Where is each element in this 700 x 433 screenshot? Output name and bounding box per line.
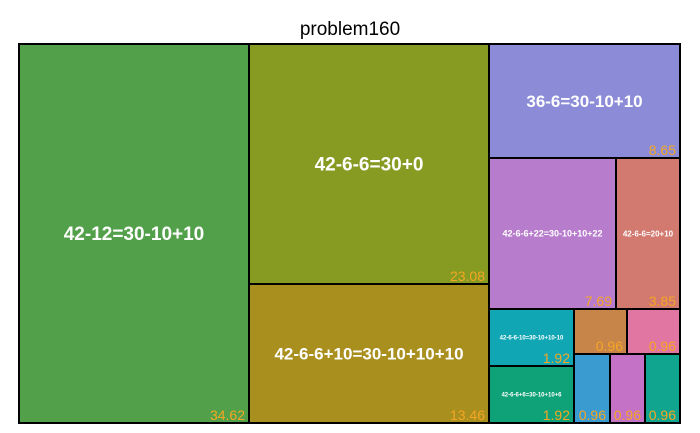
tile-rect [488,43,681,159]
treemap-tile: 0.96 [626,308,681,355]
treemap-tile: 0.96 [644,353,681,424]
tile-value: 13.46 [450,407,485,423]
tile-rect [615,157,681,310]
treemap-tiles: 42-12=30-10+1034.6242-6-6=30+023.0842-6-… [18,43,681,424]
tile-value: 1.92 [543,407,570,423]
tile-value: 1.92 [543,350,570,366]
treemap-tile: 36-6=30-10+10 8.65 [488,43,681,159]
tile-value: 0.96 [649,338,676,354]
tile-rect [626,308,681,355]
treemap-tile: 0.96 [573,308,628,355]
tile-value: 0.96 [579,407,606,423]
treemap-tile: 42-6-6=30+0 23.08 [248,43,490,285]
tile-label: 42-6-6=20+10 [623,229,674,238]
treemap-tile: 42-6-6+22=30-10+10+22 7.69 [488,157,617,310]
tile-rect [609,353,646,424]
tile-label: 42-12=30-10+10 [64,224,205,245]
plot-border [18,43,681,424]
tile-rect [248,283,490,424]
tile-label: 42-6-6-10=30-10+10-10 [500,336,564,342]
tile-value: 0.96 [596,338,623,354]
tile-value: 0.96 [614,407,641,423]
chart-title: problem160 [300,19,400,40]
tile-rect [248,43,490,285]
tile-label: 42-6-6+22=30-10+10+22 [502,229,602,239]
tile-label: 42-6-6+10=30-10+10+10 [274,344,463,363]
treemap-tile: 0.96 [609,353,646,424]
treemap-tile: 42-6-6-10=30-10+10-10 1.92 [488,308,575,367]
tile-label: 42-6-6=30+0 [315,155,424,176]
treemap-tile: 42-6-6=20+10 3.85 [615,157,681,310]
treemap-tile: 0.96 [573,353,611,424]
tile-value: 8.65 [649,142,676,158]
tile-rect [488,365,575,424]
treemap-tile: 42-6-6+10=30-10+10+10 13.46 [248,283,490,424]
tile-value: 0.96 [649,407,676,423]
tile-value: 3.85 [649,293,676,309]
tile-label: 42-6-6+6=30-10+10+6 [501,393,562,399]
tile-value: 23.08 [450,268,485,284]
tile-value: 7.69 [585,293,612,309]
tile-label: 36-6=30-10+10 [526,92,642,111]
treemap-tile: 42-6-6+6=30-10+10+6 1.92 [488,365,575,424]
tile-rect [18,43,250,424]
treemap-tile: 42-12=30-10+10 34.62 [18,43,250,424]
tile-value: 34.62 [210,407,245,423]
